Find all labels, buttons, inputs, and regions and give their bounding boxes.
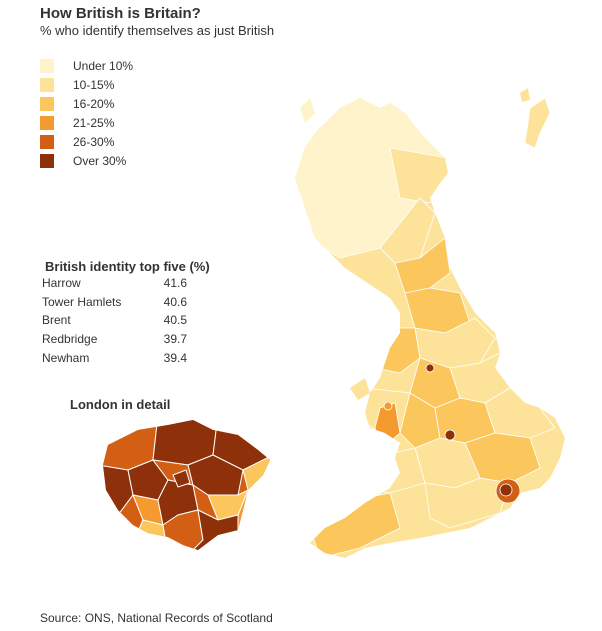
london-map [103, 420, 270, 550]
legend-swatch [40, 96, 54, 111]
london-heading: London in detail [70, 397, 171, 412]
legend-item: 21-25% [40, 113, 133, 132]
legend: Under 10% 10-15% 16-20% 21-25% 26-30% Ov… [40, 56, 133, 170]
chart-title: How British is Britain? [40, 5, 201, 22]
legend-label: 21-25% [73, 115, 115, 130]
legend-item: Over 30% [40, 151, 133, 170]
table-row: Newham 39.4 [42, 348, 187, 367]
borough-value: 39.4 [163, 350, 187, 365]
legend-item: Under 10% [40, 56, 133, 75]
legend-label: 26-30% [73, 134, 115, 149]
top-five-title: British identity top five (%) [45, 259, 210, 274]
legend-item: 10-15% [40, 75, 133, 94]
chart-subtitle: % who identify themselves as just Britis… [40, 23, 275, 38]
legend-label: Over 30% [73, 153, 127, 168]
borough-name: Newham [42, 350, 90, 365]
borough-name: Harrow [42, 276, 81, 291]
borough-value: 41.6 [163, 276, 187, 291]
legend-swatch [40, 58, 54, 73]
borough-value: 39.7 [163, 332, 187, 347]
borough-name: Tower Hamlets [42, 294, 122, 309]
top-five-table: British identity top five (%) Harrow 41.… [42, 260, 212, 367]
borough-value: 40.5 [163, 313, 187, 328]
legend-label: 16-20% [73, 96, 115, 111]
table-row: Brent 40.5 [42, 311, 187, 330]
borough-name: Redbridge [42, 332, 98, 347]
legend-swatch [40, 153, 54, 168]
uk-map [295, 88, 565, 558]
legend-swatch [40, 77, 54, 92]
table-row: Tower Hamlets 40.6 [42, 293, 187, 312]
borough-name: Brent [42, 313, 71, 328]
legend-label: 10-15% [73, 77, 115, 92]
legend-item: 26-30% [40, 132, 133, 151]
legend-swatch [40, 134, 54, 149]
legend-swatch [40, 115, 54, 130]
borough-value: 40.6 [163, 294, 187, 309]
legend-item: 16-20% [40, 94, 133, 113]
source-note: Source: ONS, National Records of Scotlan… [40, 611, 273, 625]
table-row: Harrow 41.6 [42, 274, 187, 293]
table-row: Redbridge 39.7 [42, 330, 187, 349]
legend-label: Under 10% [73, 58, 134, 73]
